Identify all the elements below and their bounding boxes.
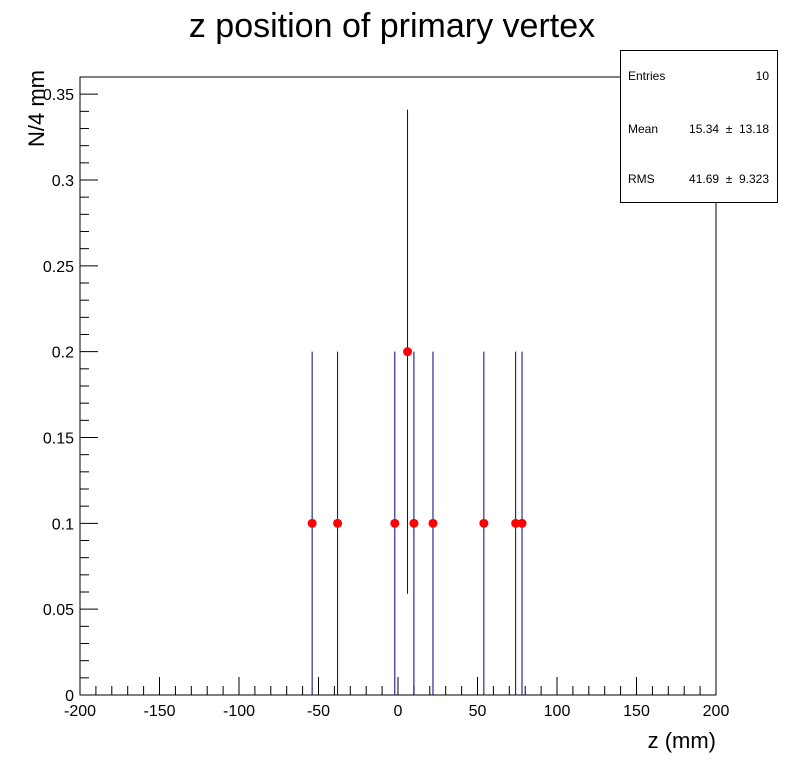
- data-points: [307, 347, 527, 528]
- x-axis-title: z (mm): [648, 728, 716, 753]
- stats-mean-value: 15.34 ± 13.18: [689, 122, 769, 136]
- data-point: [403, 347, 413, 357]
- y-tick-label: 0.2: [52, 345, 74, 362]
- axis-ticks: -200 -150 -100 -50 0 50 100 150 200 0 0.05 0.1 0.15 0…: [43, 76, 730, 720]
- data-point: [517, 518, 527, 528]
- data-point: [409, 518, 419, 528]
- x-tick-label: 50: [469, 703, 487, 720]
- y-axis-title: N/4 mm: [24, 70, 49, 147]
- data-point: [479, 518, 489, 528]
- x-tick-label: 150: [623, 703, 650, 720]
- x-tick-label: -150: [143, 703, 175, 720]
- stats-entries-value: 10: [755, 69, 769, 83]
- data-point: [511, 518, 521, 528]
- y-tick-label: 0.35: [43, 87, 74, 104]
- stats-mean-label: Mean: [628, 122, 659, 136]
- data-point: [333, 518, 343, 528]
- x-tick-label: 0: [394, 703, 403, 720]
- stats-rms-label: RMS: [628, 172, 655, 186]
- stats-entries-label: Entries: [628, 69, 666, 83]
- y-tick-label: 0.3: [52, 173, 74, 190]
- y-tick-label: 0.05: [43, 602, 74, 619]
- x-tick-label: 200: [703, 703, 730, 720]
- x-tick-label: 100: [544, 703, 571, 720]
- error-bars: [311, 109, 523, 695]
- x-tick-label: -100: [223, 703, 255, 720]
- y-tick-label: 0.15: [43, 431, 74, 448]
- data-point: [390, 518, 400, 528]
- y-tick-label: 0.1: [52, 516, 74, 533]
- stats-rms-value: 41.69 ± 9.323: [689, 172, 769, 186]
- y-tick-label: 0.25: [43, 259, 74, 276]
- data-point: [307, 518, 317, 528]
- y-tick-label: 0: [65, 688, 74, 705]
- x-tick-label: -200: [64, 703, 96, 720]
- stats-box: Entries 10 Mean 15.34 ± 13.18 RMS 41.69 …: [620, 50, 778, 203]
- data-point: [428, 518, 438, 528]
- x-tick-label: -50: [307, 703, 330, 720]
- chart-title: z position of primary vertex: [189, 7, 595, 45]
